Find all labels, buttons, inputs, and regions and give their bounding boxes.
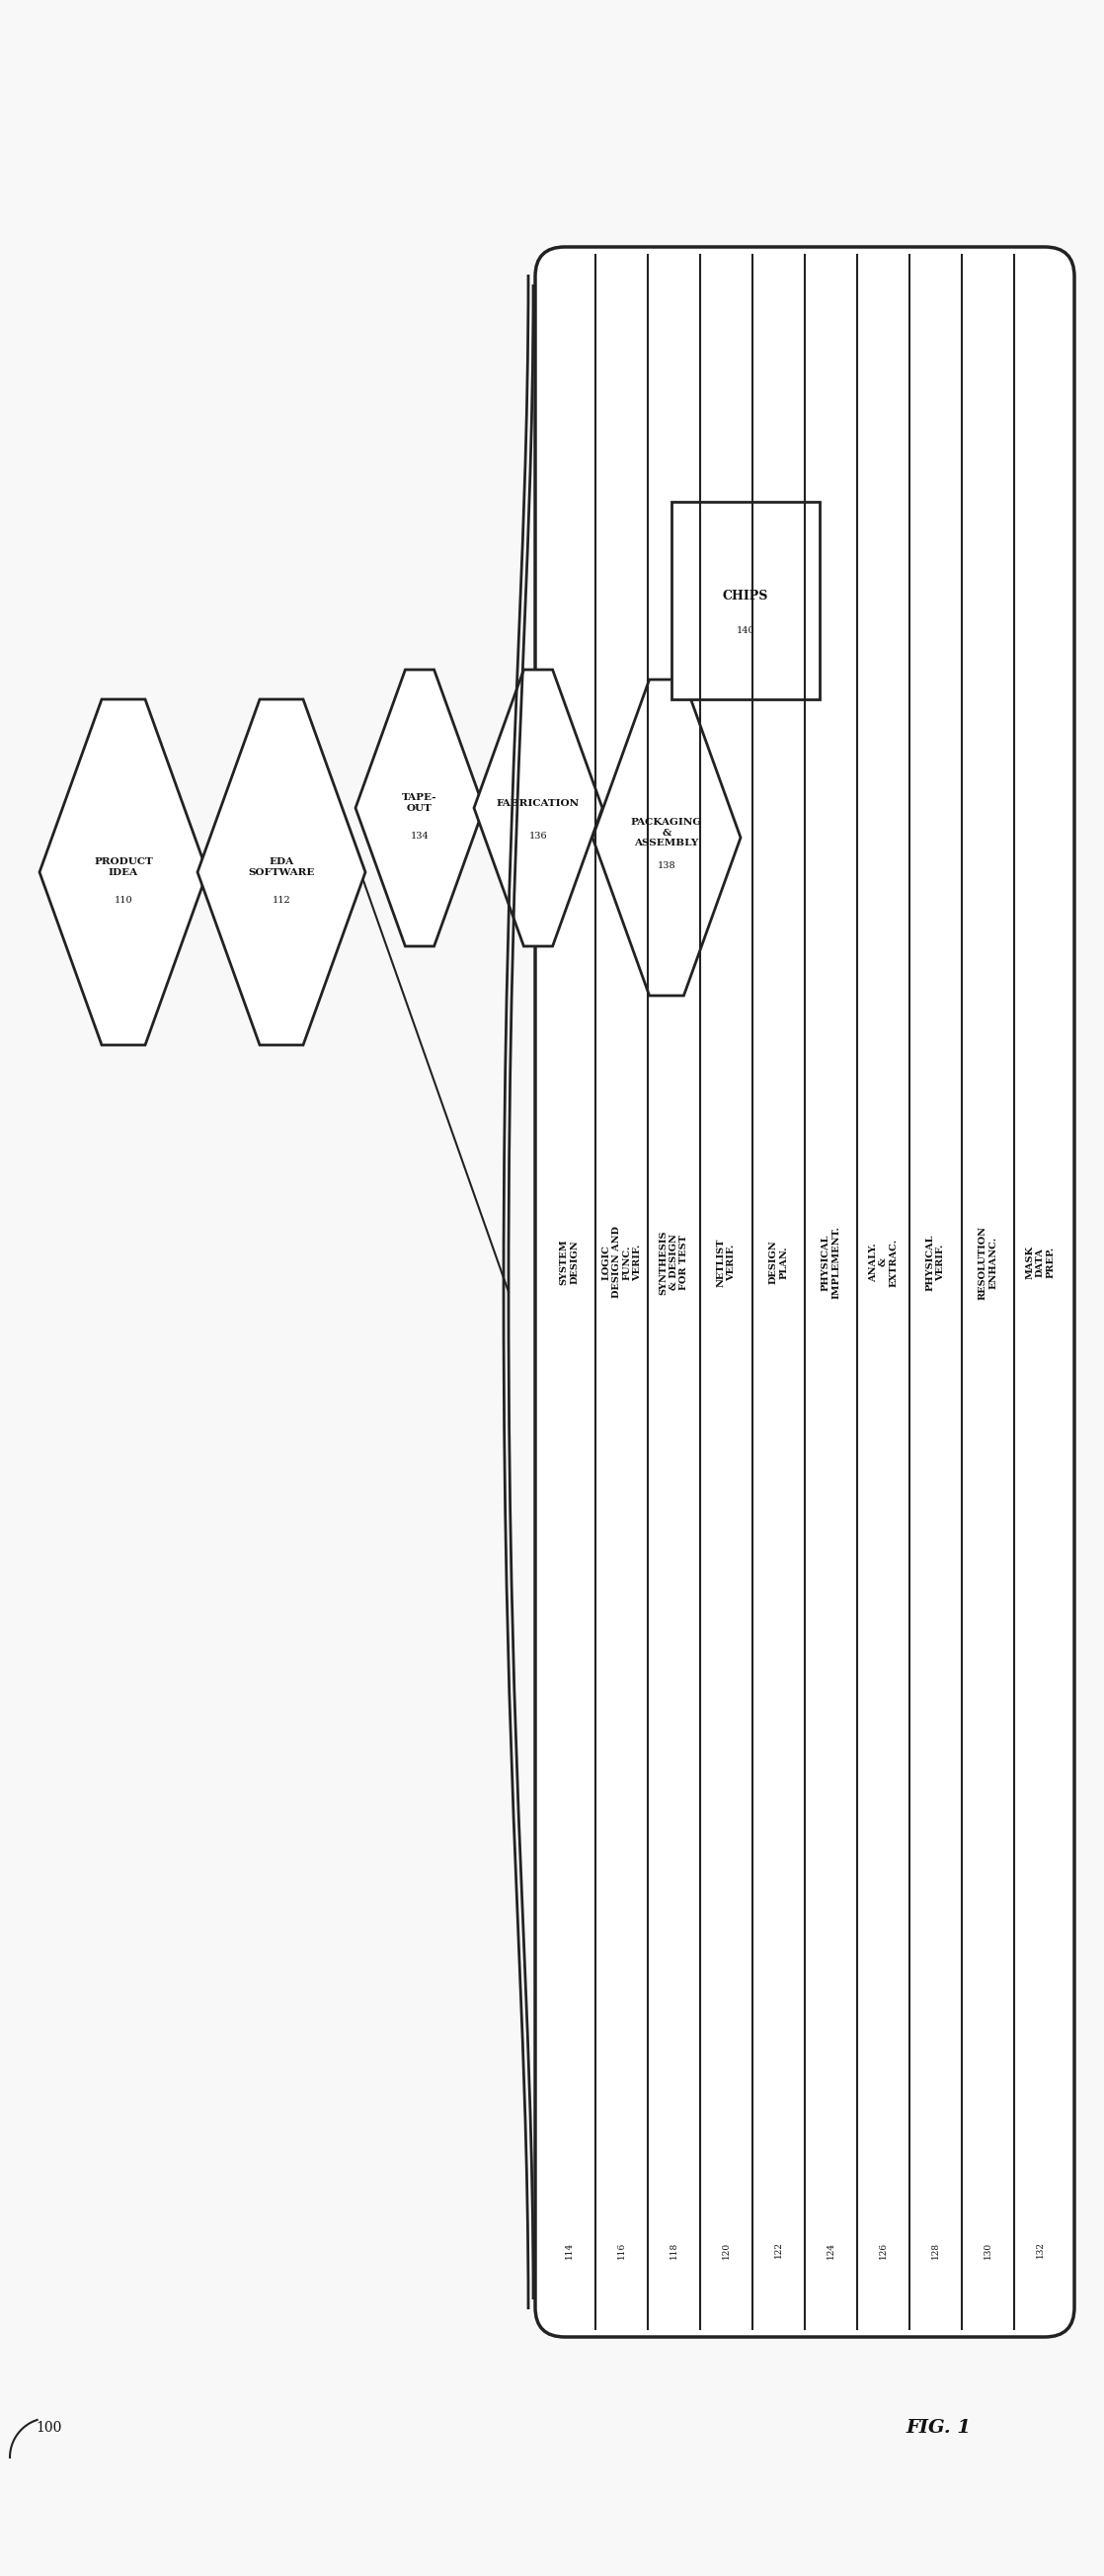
Polygon shape (355, 670, 484, 945)
Text: 118: 118 (669, 2241, 678, 2259)
Text: 120: 120 (722, 2241, 731, 2259)
Text: MASK
DATA
PREP.: MASK DATA PREP. (1026, 1247, 1055, 1280)
Text: PHYSICAL
VERIF.: PHYSICAL VERIF. (926, 1234, 945, 1291)
Text: DESIGN
PLAN.: DESIGN PLAN. (769, 1239, 788, 1285)
Text: PRODUCT
IDEA: PRODUCT IDEA (94, 858, 153, 876)
Polygon shape (593, 680, 741, 997)
Text: NETLIST
VERIF.: NETLIST VERIF. (716, 1239, 736, 1285)
Text: 100: 100 (36, 2421, 63, 2434)
Text: 132: 132 (1036, 2241, 1044, 2259)
Text: 140: 140 (736, 626, 755, 634)
Polygon shape (474, 670, 603, 945)
Text: SYNTHESIS
& DESIGN
FOR TEST: SYNTHESIS & DESIGN FOR TEST (659, 1229, 689, 1296)
Text: EDA
SOFTWARE: EDA SOFTWARE (248, 858, 315, 876)
Text: 138: 138 (657, 860, 676, 871)
Text: RESOLUTION
ENHANC.: RESOLUTION ENHANC. (978, 1226, 998, 1298)
Text: FABRICATION: FABRICATION (497, 799, 580, 806)
Text: 110: 110 (114, 896, 132, 904)
FancyBboxPatch shape (535, 247, 1074, 2336)
Polygon shape (198, 698, 365, 1046)
Text: 124: 124 (827, 2241, 836, 2259)
Text: 112: 112 (273, 896, 290, 904)
Polygon shape (40, 698, 208, 1046)
Text: PHYSICAL
IMPLEMENT.: PHYSICAL IMPLEMENT. (821, 1226, 840, 1298)
Text: PACKAGING
&
ASSEMBLY: PACKAGING & ASSEMBLY (630, 819, 702, 848)
FancyBboxPatch shape (671, 502, 819, 698)
Text: 134: 134 (411, 832, 429, 840)
Text: 126: 126 (879, 2241, 888, 2259)
Text: 114: 114 (565, 2241, 574, 2259)
Text: LOGIC
DESIGN AND
FUNC.
VERIF.: LOGIC DESIGN AND FUNC. VERIF. (602, 1226, 641, 1298)
Text: SYSTEM
DESIGN: SYSTEM DESIGN (560, 1239, 578, 1285)
Text: 122: 122 (774, 2241, 783, 2259)
Text: TAPE-
OUT: TAPE- OUT (402, 793, 437, 811)
Text: 128: 128 (931, 2241, 941, 2259)
Text: 136: 136 (529, 832, 548, 840)
Text: 130: 130 (984, 2241, 992, 2259)
Text: CHIPS: CHIPS (723, 590, 768, 603)
Text: FIG. 1: FIG. 1 (905, 2419, 970, 2437)
Text: ANALY.
&
EXTRAC.: ANALY. & EXTRAC. (869, 1239, 898, 1285)
Text: 116: 116 (617, 2241, 626, 2259)
